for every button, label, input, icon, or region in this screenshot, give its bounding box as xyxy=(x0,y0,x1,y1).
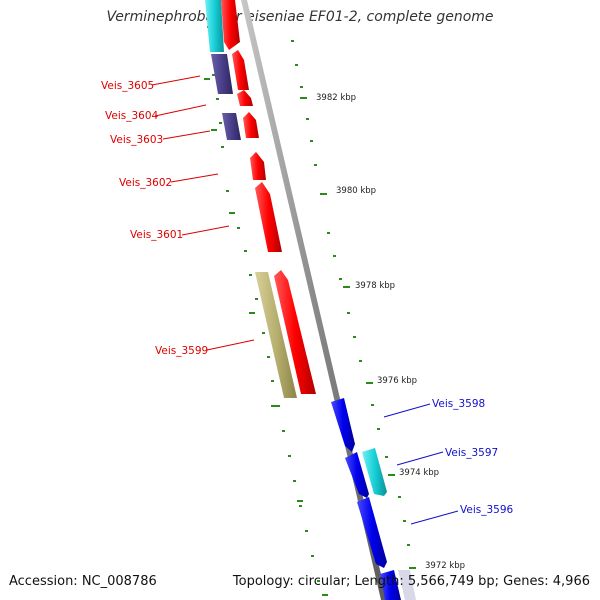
kbp-label-3976: 3976 kbp xyxy=(377,376,417,386)
feature-veis-3597-cyan[interactable] xyxy=(362,448,387,496)
gene-label-veis-3598[interactable]: Veis_3598 xyxy=(432,398,485,410)
gene-veis-3601[interactable] xyxy=(255,182,282,252)
gene-label-veis-3601[interactable]: Veis_3601 xyxy=(130,229,183,241)
gene-veis-3604[interactable] xyxy=(237,90,253,106)
kbp-label-3978: 3978 kbp xyxy=(355,281,395,291)
gene-label-veis-3602[interactable]: Veis_3602 xyxy=(119,177,172,189)
genome-summary-text: Topology: circular; Length: 5,566,749 bp… xyxy=(232,574,590,589)
gene-label-veis-3596[interactable]: Veis_3596 xyxy=(460,504,514,516)
gene-veis-3598[interactable] xyxy=(331,398,355,452)
gene-veis-3602[interactable] xyxy=(250,152,266,180)
rna-veis-3600[interactable] xyxy=(255,272,297,398)
gene-label-veis-3604[interactable]: Veis_3604 xyxy=(105,110,159,122)
feature-bottom-white xyxy=(398,570,416,600)
leader-lines xyxy=(151,75,459,525)
gene-veis-3603[interactable] xyxy=(243,112,259,138)
gene-veis-3596[interactable] xyxy=(357,497,387,568)
kbp-label-3982: 3982 kbp xyxy=(316,93,356,103)
gene-label-veis-3597[interactable]: Veis_3597 xyxy=(445,447,498,459)
map-title: Verminephrobacter eiseniae EF01-2, compl… xyxy=(106,9,494,25)
gene-label-veis-3605[interactable]: Veis_3605 xyxy=(101,80,154,92)
gene-veis-3605[interactable] xyxy=(232,50,249,90)
kbp-label-3972: 3972 kbp xyxy=(425,561,465,571)
gene-veis-3595[interactable] xyxy=(380,570,401,600)
rna-veis-3605-rev[interactable] xyxy=(211,54,233,94)
gene-label-veis-3603[interactable]: Veis_3603 xyxy=(110,134,163,146)
tick-row-outer xyxy=(291,40,410,546)
tick-dashes-inner xyxy=(204,78,328,596)
gene-veis-3606[interactable] xyxy=(221,0,240,50)
gene-label-veis-3599[interactable]: Veis_3599 xyxy=(155,345,208,357)
kbp-label-3974: 3974 kbp xyxy=(399,468,439,478)
gene-veis-3599[interactable] xyxy=(274,270,316,394)
kbp-label-3980: 3980 kbp xyxy=(336,186,376,196)
rna-veis-3603-rev[interactable] xyxy=(222,113,241,140)
accession-text: Accession: NC_008786 xyxy=(9,574,157,589)
tick-dashes-outer xyxy=(300,97,416,569)
feature-cyan-top[interactable] xyxy=(205,0,224,52)
gene-veis-3597[interactable] xyxy=(345,452,369,498)
